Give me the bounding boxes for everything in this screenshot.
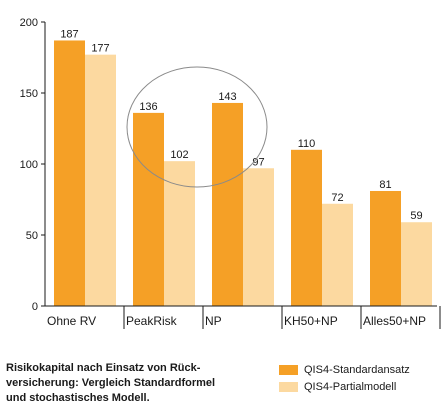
x-tick-label: NP [205,314,222,328]
data-label: 59 [410,210,422,222]
legend-item-partial: QIS4-Partialmodell [279,379,410,395]
y-tick-label: 100 [20,159,38,171]
data-label: 81 [379,179,391,191]
data-label: 136 [139,101,157,113]
bar-standard [370,190,401,306]
legend-label: QIS4-Partialmodell [304,381,397,393]
bars-group [54,40,432,307]
caption-line: und stochastisches Modell. [6,392,150,404]
data-label: 177 [91,43,109,55]
y-tick-label: 150 [20,88,38,100]
chart-caption: Risikokapital nach Einsatz von Rück- ver… [6,361,246,406]
x-tick-label: KH50+NP [284,314,338,328]
data-label: 97 [252,156,264,168]
legend-label: QIS4-Standardansatz [304,364,410,376]
y-tick-label: 200 [20,17,38,29]
bar-partial [401,222,432,306]
data-label: 143 [218,91,236,103]
bar-partial [85,54,116,306]
chart-legend: QIS4-Standardansatz QIS4-Partialmodell [279,362,410,396]
bar-standard [212,102,243,306]
caption-line: Risikokapital nach Einsatz von Rück- [6,362,201,374]
data-label: 187 [60,28,78,40]
legend-swatch [279,365,298,375]
x-tick-label: Ohne RV [47,314,96,328]
legend-swatch [279,382,298,392]
bar-partial [164,161,195,306]
bar-standard [291,149,322,306]
x-tick-label: Alles50+NP [363,314,426,328]
bar-partial [243,168,274,306]
legend-item-standard: QIS4-Standardansatz [279,362,410,378]
data-label: 72 [331,192,343,204]
y-axis: 0 50 100 150 200 [20,17,46,313]
data-label: 102 [170,149,188,161]
data-label: 110 [298,138,316,150]
y-tick-label: 50 [26,230,38,242]
caption-line: versicherung: Vergleich Standardformel [6,377,216,389]
x-axis: Ohne RV PeakRisk NP KH50+NP Alles50+NP [45,305,441,329]
bar-standard [133,112,164,306]
data-labels-group: 187 177 136 102 143 97 110 72 81 59 [60,28,422,222]
x-tick-label: PeakRisk [126,314,178,328]
bar-partial [322,203,353,306]
bar-standard [54,40,85,307]
y-tick-label: 0 [32,301,38,313]
highlight-ellipse [126,66,268,188]
